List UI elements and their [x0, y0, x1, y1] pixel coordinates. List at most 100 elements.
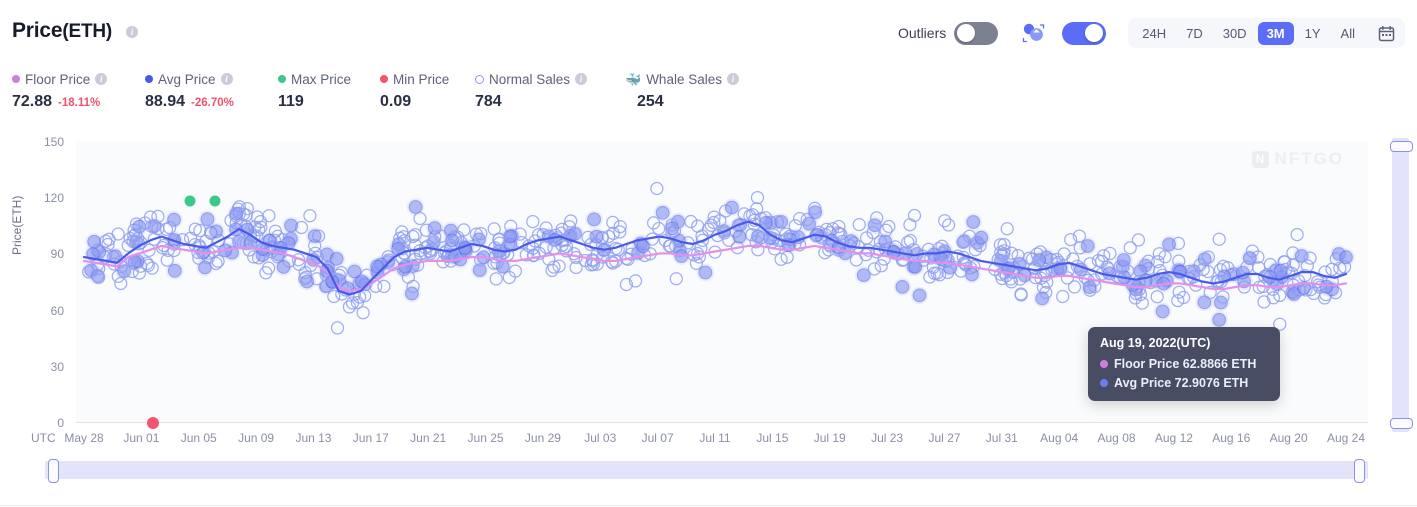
info-icon[interactable]: i: [575, 73, 588, 85]
avg-price-dot-icon: [145, 75, 153, 83]
legend-label: Min Price: [393, 71, 450, 87]
outliers-toggle[interactable]: [954, 21, 999, 45]
x-tick: Jun 09: [238, 431, 275, 445]
max-price-points: [184, 195, 221, 207]
whale-icon: 🐳: [625, 71, 642, 87]
min-price-dot-icon: [380, 75, 388, 83]
range-btn-24h[interactable]: 24H: [1142, 25, 1167, 41]
legend-item-whale-sales[interactable]: 🐳 Whale Sales i 254: [625, 70, 739, 111]
legend-item-min-price[interactable]: Min Price 0.09: [380, 70, 449, 111]
panel-divider: [0, 505, 1417, 506]
x-tick: Aug 08: [1097, 431, 1136, 445]
x-tick: Jul 31: [985, 431, 1018, 445]
x-tick: Jun 13: [295, 431, 332, 445]
legend-value: 0.09: [380, 93, 412, 110]
chart-controls: Outliers 24H 7D 30D 3M 1Y All: [898, 18, 1405, 48]
outliers-label: Outliers: [898, 25, 947, 41]
x-tick: Aug 04: [1040, 431, 1079, 445]
x-tick: May 28: [64, 431, 104, 445]
range-btn-30d[interactable]: 30D: [1222, 25, 1247, 41]
brush-handle-right[interactable]: [1354, 459, 1365, 483]
panel-header: Price (ETH) i Outliers 24H 7D 30D 3M: [0, 0, 1417, 58]
legend-item-floor-price[interactable]: Floor Price i 72.88 -18.11%: [12, 70, 108, 111]
x-tick: Jun 29: [524, 431, 561, 445]
avg-price-line: [82, 220, 1348, 296]
brush-handle-top[interactable]: [1390, 141, 1413, 152]
avg-price-dot-icon: [1100, 379, 1108, 387]
x-tick: Jul 07: [641, 431, 674, 445]
legend-value: 88.94: [145, 93, 186, 110]
legend-label: Avg Price: [158, 71, 216, 87]
legend-value: 119: [278, 93, 304, 110]
watermark-text: NFTGO: [1274, 149, 1344, 168]
x-tick: Jun 05: [180, 431, 217, 445]
floor-price-dot-icon: [12, 75, 20, 83]
info-icon[interactable]: i: [126, 26, 138, 38]
x-tick: Jul 11: [699, 431, 731, 445]
legend-item-avg-price[interactable]: Avg Price i 88.94 -26.70%: [145, 70, 234, 111]
normal-sales-circle-icon: [475, 74, 484, 84]
page-title-main: Price: [12, 19, 63, 42]
x-tick: Jul 19: [813, 431, 846, 445]
legend-label: Max Price: [291, 71, 352, 87]
legend-change: -18.11%: [58, 97, 101, 109]
horizontal-range-slider[interactable]: [45, 459, 1368, 483]
tooltip-text: Avg Price 72.9076 ETH: [1114, 376, 1249, 390]
floor-price-line: [82, 244, 1348, 292]
info-icon[interactable]: i: [726, 73, 739, 85]
utc-label: UTC: [31, 431, 56, 445]
x-tick: Aug 12: [1154, 431, 1193, 445]
y-tick-120: 120: [43, 191, 64, 205]
min-price-point: [147, 417, 159, 429]
page-title: Price (ETH): [12, 19, 112, 43]
tooltip-date: Aug 19, 2022(UTC): [1100, 336, 1211, 350]
tooltip-text: Floor Price 62.8866 ETH: [1114, 357, 1257, 371]
floor-price-dot-icon: [1100, 360, 1108, 368]
vertical-range-slider[interactable]: [1390, 138, 1413, 432]
brush-handle-left[interactable]: [48, 459, 59, 483]
calendar-icon[interactable]: [1372, 18, 1400, 48]
toggle-knob: [1085, 24, 1104, 42]
x-tick: Jul 23: [871, 431, 904, 445]
y-tick-60: 60: [50, 304, 64, 318]
tooltip-row-floor-price: Floor Price 62.8866 ETH: [1100, 357, 1268, 371]
x-tick: Jun 17: [352, 431, 389, 445]
legend-value: 254: [637, 93, 664, 110]
y-tick-150: 150: [43, 135, 64, 149]
y-tick-0: 0: [57, 416, 64, 430]
legend-item-max-price[interactable]: Max Price 119: [278, 70, 351, 111]
chart-svg: [82, 181, 1355, 335]
range-btn-3m[interactable]: 3M: [1257, 21, 1294, 45]
x-axis-line: [76, 422, 1368, 423]
legend-value: 784: [475, 93, 502, 110]
scatter-toggle[interactable]: [1062, 21, 1107, 45]
chart-tooltip: Aug 19, 2022(UTC) Floor Price 62.8866 ET…: [1088, 327, 1280, 401]
x-tick: Jun 25: [467, 431, 504, 445]
x-tick: Jul 27: [928, 431, 961, 445]
max-price-dot-icon: [278, 75, 286, 83]
tooltip-row-avg-price: Avg Price 72.9076 ETH: [1100, 376, 1268, 390]
time-range-group: 24H 7D 30D 3M 1Y All: [1128, 18, 1405, 48]
scatter-points: [82, 181, 1355, 335]
bubble-chart-icon[interactable]: [1022, 22, 1046, 44]
info-icon[interactable]: i: [95, 73, 108, 85]
range-btn-7d[interactable]: 7D: [1186, 25, 1203, 41]
legend-value: 72.88: [12, 93, 53, 110]
x-tick: Aug 20: [1269, 431, 1308, 445]
toggle-knob: [957, 24, 976, 42]
legend-change: -26.70%: [191, 97, 234, 109]
brush-handle-bottom[interactable]: [1390, 418, 1413, 429]
x-tick: Jun 01: [123, 431, 160, 445]
range-btn-1y[interactable]: 1Y: [1304, 25, 1321, 41]
legend-item-normal-sales[interactable]: Normal Sales i 784: [475, 70, 588, 111]
x-tick: Jul 15: [756, 431, 789, 445]
legend-label: Whale Sales: [646, 71, 722, 87]
range-btn-all[interactable]: All: [1340, 25, 1355, 41]
y-tick-90: 90: [50, 247, 64, 261]
x-tick: Jun 21: [410, 431, 447, 445]
nftgo-watermark: N NFTGO: [1251, 149, 1345, 169]
legend-label: Normal Sales: [489, 71, 571, 87]
nftgo-logo-icon: N: [1251, 150, 1269, 168]
info-icon[interactable]: i: [220, 73, 233, 85]
